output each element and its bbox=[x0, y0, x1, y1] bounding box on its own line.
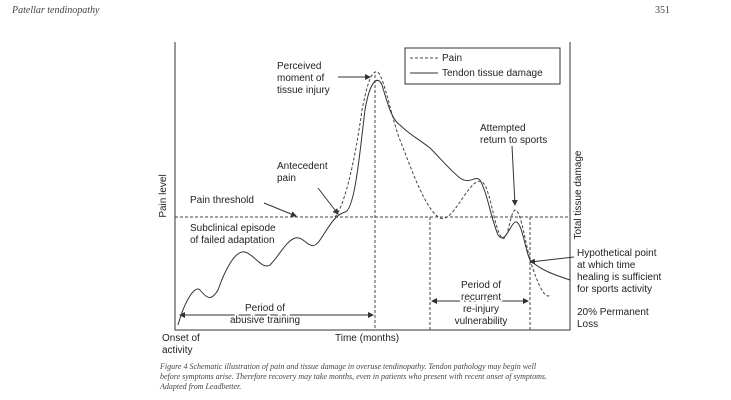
annotation: tissue injury bbox=[277, 85, 330, 96]
caption-line: Figure 4 Schematic illustration of pain … bbox=[159, 362, 537, 371]
annotation: Antecedent bbox=[277, 161, 328, 172]
legend-label: Pain bbox=[442, 53, 462, 64]
annotation: at which time bbox=[577, 260, 636, 271]
caption-line: before symptoms arise. Therefore recover… bbox=[160, 372, 547, 381]
annotation: for sports activity bbox=[577, 284, 652, 295]
annotation: re-injury bbox=[463, 304, 499, 315]
annotation: Loss bbox=[577, 319, 598, 330]
x-origin-label: activity bbox=[162, 345, 193, 356]
annotation: Hypothetical point bbox=[577, 248, 657, 259]
annotation: 20% Permanent bbox=[577, 307, 649, 318]
annotation: pain bbox=[277, 173, 296, 184]
annotation: Period of bbox=[245, 303, 285, 314]
pointer bbox=[263, 202, 297, 217]
page-number: 351 bbox=[655, 5, 670, 16]
legend-box bbox=[404, 47, 561, 85]
annotation: abusive training bbox=[230, 315, 300, 326]
tissue-damage-curve bbox=[177, 79, 571, 326]
caption: Figure 4 Schematic illustration of pain … bbox=[159, 362, 547, 391]
pointer bbox=[511, 145, 518, 206]
x-axis-label: Time (months) bbox=[335, 333, 399, 344]
annotation: moment of bbox=[277, 73, 324, 84]
annotation: Subclinical episode bbox=[190, 223, 276, 234]
annotation: healing is sufficient bbox=[577, 272, 662, 283]
x-origin-label: Onset of bbox=[162, 333, 200, 344]
running-title: Patellar tendinopathy bbox=[11, 5, 100, 16]
annotation: return to sports bbox=[480, 135, 547, 146]
annotation: Attempted bbox=[480, 123, 526, 134]
pointer bbox=[529, 256, 575, 265]
y2-axis-label: Total tissue damage bbox=[573, 150, 584, 239]
annotation: recurrent bbox=[461, 292, 501, 303]
caption-line: Adapted from Leadbetter. bbox=[159, 382, 241, 391]
annotation: Perceived bbox=[277, 61, 321, 72]
annotation: of failed adaptation bbox=[190, 235, 275, 246]
axes bbox=[174, 42, 571, 331]
annotation: Pain threshold bbox=[190, 195, 254, 206]
annotation: Period of bbox=[461, 280, 501, 291]
legend-label: Tendon tissue damage bbox=[442, 68, 543, 79]
annotation: vulnerability bbox=[455, 316, 508, 327]
y-axis-label: Pain level bbox=[158, 174, 169, 217]
pain-curve bbox=[334, 71, 551, 297]
pointer bbox=[317, 187, 339, 215]
